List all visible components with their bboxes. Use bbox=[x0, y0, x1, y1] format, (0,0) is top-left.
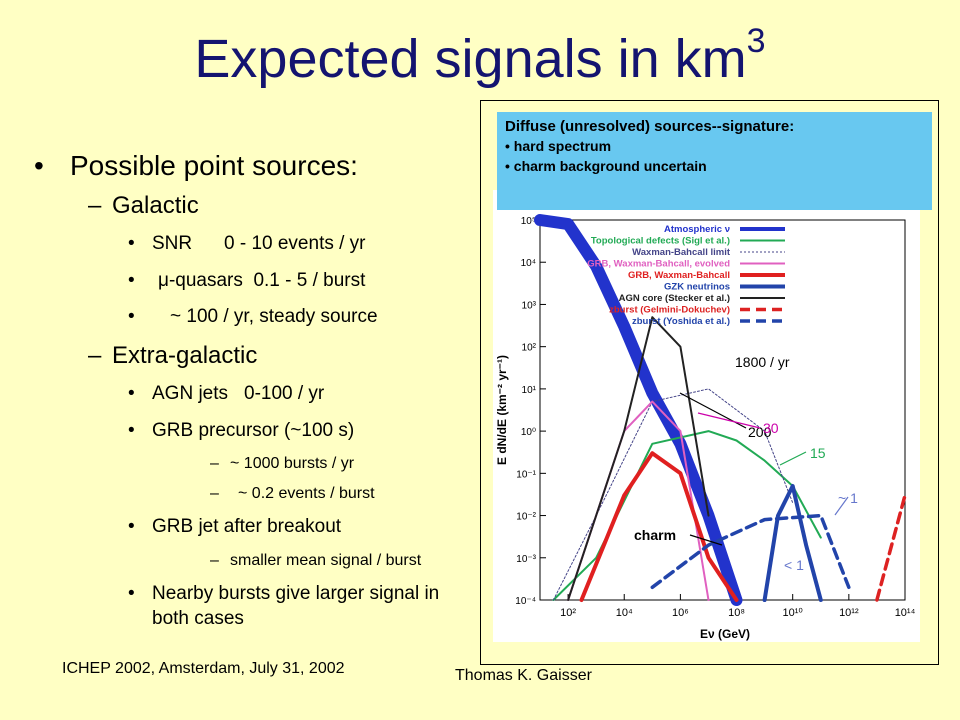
chart-annotation: 1800 / yr bbox=[735, 354, 790, 370]
y-tick-label: 10⁻¹ bbox=[516, 469, 536, 480]
agn-label: AGN jets bbox=[152, 383, 229, 405]
chart-annotation: 30 bbox=[763, 420, 779, 436]
series-line bbox=[579, 451, 739, 602]
y-tick-label: 10⁰ bbox=[521, 427, 536, 438]
agn-value: 0-100 / yr bbox=[244, 383, 325, 405]
chart-annotation: < 1 bbox=[784, 557, 804, 573]
bullet-agn: AGN jets 0-100 / yr bbox=[30, 382, 470, 407]
diffuse-sources-box: Diffuse (unresolved) sources--signature:… bbox=[497, 112, 932, 210]
events-per-burst-text: ~ 0.2 events / burst bbox=[238, 485, 375, 503]
title-superscript: 3 bbox=[746, 22, 766, 60]
annotation-arrow bbox=[689, 534, 723, 546]
bullet-nearby-bursts: Nearby bursts give larger signal in both… bbox=[30, 582, 470, 631]
y-tick-label: 10⁻⁴ bbox=[515, 596, 536, 607]
footer-event: ICHEP 2002, Amsterdam, July 31, 2002 bbox=[62, 660, 345, 677]
slide-title: Expected signals in km3 bbox=[0, 22, 960, 90]
series-line bbox=[875, 493, 907, 602]
x-tick-label: 10² bbox=[560, 607, 576, 619]
x-tick-label: 10⁴ bbox=[616, 607, 633, 619]
chart-background bbox=[493, 190, 920, 642]
y-tick-label: 10⁻² bbox=[516, 512, 536, 523]
annotation-arrow bbox=[834, 496, 849, 516]
y-tick-label: 10¹ bbox=[522, 385, 537, 396]
plot-frame bbox=[539, 219, 906, 601]
legend-entry: AGN core (Stecker et al.) bbox=[619, 293, 730, 304]
snr-label: SNR bbox=[152, 233, 193, 254]
y-tick-label: 10² bbox=[522, 343, 537, 354]
y-axis-label: E dN/dE (km⁻² yr⁻¹) bbox=[495, 355, 509, 465]
chart-annotation: ~ 1 bbox=[838, 490, 858, 506]
mu-quasar-label: -quasars bbox=[168, 269, 243, 291]
series-line bbox=[762, 484, 823, 602]
sub-bursts-per-yr: ~ 1000 bursts / yr bbox=[30, 455, 470, 473]
legend-entry: GZK neutrinos bbox=[664, 282, 730, 293]
legend-entry: GRB, Waxman-Bahcall, evolved bbox=[587, 259, 730, 270]
footer-author: Thomas K. Gaisser bbox=[455, 667, 592, 684]
x-tick-label: 10⁸ bbox=[728, 607, 745, 619]
x-tick-label: 10¹² bbox=[839, 607, 859, 619]
y-tick-label: 10⁴ bbox=[521, 258, 536, 269]
series-line bbox=[567, 316, 710, 601]
chart-frame bbox=[480, 100, 939, 665]
x-tick-label: 10⁶ bbox=[672, 607, 689, 619]
mu-quasar-value: 0.1 - 5 / burst bbox=[253, 269, 366, 291]
diffuse-item: • charm background uncertain bbox=[505, 157, 707, 174]
chart-annotation: charm bbox=[634, 527, 676, 543]
bullet-galactic: Galactic bbox=[30, 192, 470, 220]
diffuse-heading: Diffuse (unresolved) sources--signature: bbox=[505, 118, 795, 135]
legend-entry: Topological defects (Sigl et al.) bbox=[591, 236, 730, 247]
annotation-arrow bbox=[779, 451, 807, 466]
steady-source-text: ~ 100 / yr, steady source bbox=[170, 306, 378, 328]
y-tick-label: 10⁵ bbox=[521, 216, 536, 227]
legend-entry: zburst (Yoshida et al.) bbox=[632, 316, 730, 327]
snr-value: 0 - 10 events / yr bbox=[224, 233, 366, 254]
x-axis-label: Eν (GeV) bbox=[700, 627, 750, 641]
series-line bbox=[552, 388, 794, 601]
legend-entry: Atmospheric ν bbox=[664, 224, 730, 235]
bullet-snr: SNR 0 - 10 events / yr bbox=[30, 232, 470, 257]
x-tick-label: 10¹⁴ bbox=[895, 607, 916, 619]
legend-entry: zburst (Gelmini-Dokuchev) bbox=[609, 305, 730, 316]
y-tick-label: 10⁻³ bbox=[516, 554, 536, 565]
sub-events-per-burst: ~ 0.2 events / burst bbox=[30, 485, 470, 503]
mu-symbol: μ bbox=[158, 269, 169, 291]
bullet-grb-jet: GRB jet after breakout bbox=[30, 515, 470, 540]
series-line bbox=[650, 513, 851, 590]
bullet-grb-precursor: GRB precursor (~100 s) bbox=[30, 419, 470, 444]
bullet-mu-quasars: μ-quasars 0.1 - 5 / burst bbox=[30, 269, 470, 294]
title-text: Expected signals in km bbox=[194, 29, 747, 89]
diffuse-item-text: charm background uncertain bbox=[513, 157, 707, 174]
bullet-list: Possible point sources: Galactic SNR 0 - … bbox=[30, 150, 470, 644]
diffuse-item-text: hard spectrum bbox=[513, 138, 612, 154]
legend-entry: GRB, Waxman-Bahcall bbox=[628, 270, 730, 281]
bullet-steady-source: ~ 100 / yr, steady source bbox=[30, 305, 470, 330]
bullet-point-sources: Possible point sources: bbox=[30, 150, 470, 182]
chart-annotation: 15 bbox=[810, 445, 826, 461]
sub-smaller-signal: smaller mean signal / burst bbox=[30, 552, 470, 570]
x-tick-label: 10¹⁰ bbox=[783, 607, 804, 619]
y-tick-label: 10³ bbox=[522, 300, 537, 311]
bullet-extra-galactic: Extra-galactic bbox=[30, 342, 470, 370]
legend-entry: Waxman-Bahcall limit bbox=[632, 247, 731, 258]
diffuse-item: • hard spectrum bbox=[505, 138, 612, 154]
series-line bbox=[534, 214, 743, 606]
annotation-arrow bbox=[697, 412, 761, 429]
chart-annotation: 200 bbox=[748, 424, 772, 440]
